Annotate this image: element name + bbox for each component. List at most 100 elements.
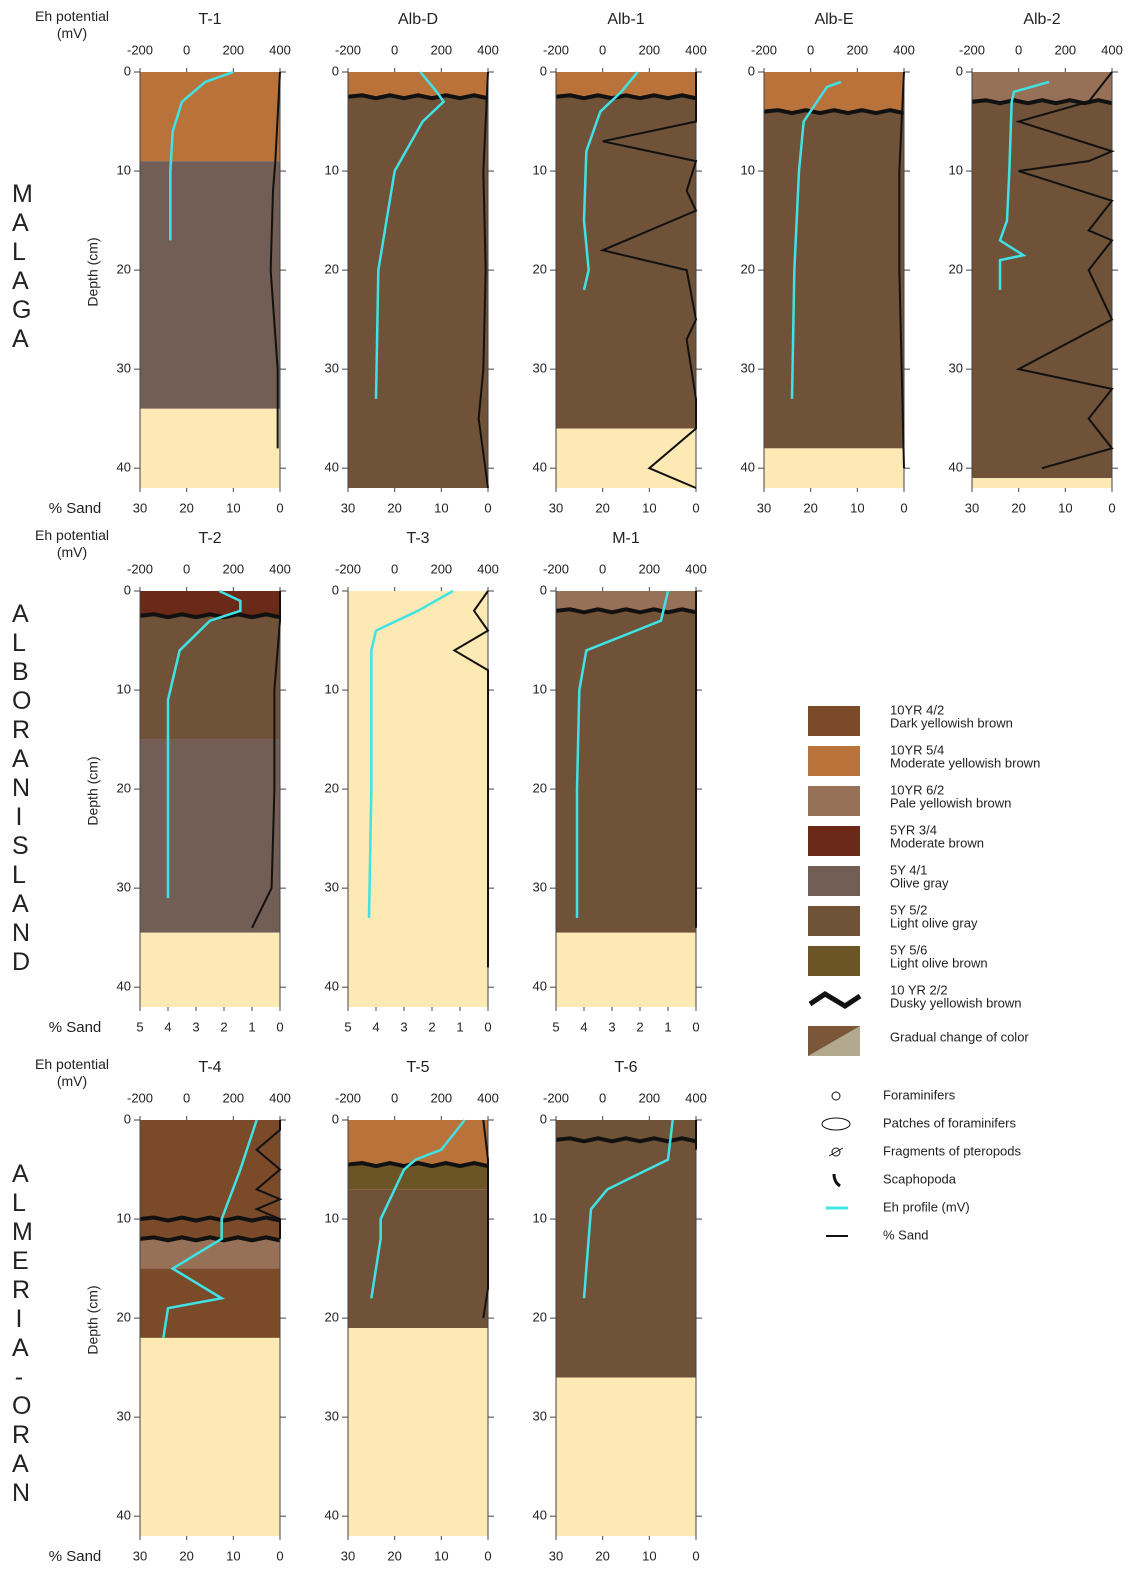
symbol-label: Scaphopoda [883, 1171, 957, 1186]
symbol-icons [822, 1092, 850, 1186]
depth-tick-label: 30 [325, 361, 339, 376]
legend-label: Olive gray [890, 875, 949, 890]
depth-tick-label: 30 [117, 1409, 131, 1424]
sand-tick-label: 5 [552, 1019, 559, 1034]
sand-tick-label: 1 [456, 1019, 463, 1034]
sand-tick-label: 30 [133, 1548, 147, 1563]
depth-tick-label: 30 [533, 361, 547, 376]
layer [556, 1378, 696, 1536]
layer [140, 161, 280, 409]
sand-tick-label: 30 [757, 500, 771, 515]
eh-tick-label: -200 [335, 42, 361, 57]
sand-tick-label: 30 [965, 500, 979, 515]
sand-axis-title: % Sand [49, 1548, 102, 1565]
depth-tick-label: 10 [741, 162, 755, 177]
icon [832, 1092, 840, 1100]
sand-tick-label: 2 [636, 1019, 643, 1034]
layer [140, 409, 280, 488]
legend-swatch [808, 946, 860, 976]
sand-tick-label: 10 [642, 1548, 656, 1563]
layer [764, 112, 904, 449]
layer [140, 1269, 280, 1338]
eh-tick-label: 400 [685, 1090, 707, 1105]
depth-tick-label: 20 [533, 1310, 547, 1325]
sand-tick-label: 3 [192, 1019, 199, 1034]
core-name: Alb-1 [607, 11, 644, 28]
sand-tick-label: 10 [434, 500, 448, 515]
legend-swatch [808, 786, 860, 816]
eh-tick-label: 200 [638, 561, 660, 576]
chart: % SandDepth (cm)T-1010203040-20002004003… [0, 0, 1145, 1594]
legend-label: Dark yellowish brown [890, 715, 1013, 730]
figure: % SandDepth (cm)T-1010203040-20002004003… [0, 0, 1145, 1594]
sand-tick-label: 20 [387, 1548, 401, 1563]
legend-label: Gradual change of color [890, 1029, 1029, 1044]
legend-label: Moderate yellowish brown [890, 755, 1040, 770]
eh-tick-label: -200 [335, 561, 361, 576]
core-name: M-1 [612, 530, 640, 547]
layer [348, 72, 488, 97]
depth-tick-label: 20 [949, 262, 963, 277]
eh-tick-label: -200 [751, 42, 777, 57]
icon [829, 1148, 843, 1156]
eh-tick-label: 200 [222, 561, 244, 576]
depth-tick-label: 40 [117, 1508, 131, 1523]
sand-tick-label: 5 [344, 1019, 351, 1034]
sand-tick-label: 10 [226, 1548, 240, 1563]
sand-tick-label: 0 [484, 500, 491, 515]
depth-tick-label: 40 [325, 979, 339, 994]
layer [556, 1120, 696, 1378]
depth-tick-label: 20 [325, 781, 339, 796]
layer [348, 1328, 488, 1536]
eh-tick-label: 0 [599, 561, 606, 576]
sand-tick-label: 30 [341, 1548, 355, 1563]
depth-tick-label: 20 [741, 262, 755, 277]
sand-tick-label: 4 [372, 1019, 379, 1034]
eh-axis-title: Eh potential (mV) [27, 527, 117, 561]
legend-label: Pale yellowish brown [890, 795, 1011, 810]
depth-tick-label: 30 [533, 880, 547, 895]
symbol-label: % Sand [883, 1227, 929, 1242]
depth-tick-label: 20 [117, 781, 131, 796]
depth-tick-label: 0 [540, 1111, 547, 1126]
depth-tick-label: 0 [332, 1111, 339, 1126]
depth-tick-label: 40 [741, 460, 755, 475]
layer [140, 740, 280, 933]
legend-label: Light olive brown [890, 955, 988, 970]
sand-tick-label: 1 [248, 1019, 255, 1034]
eh-axis-title: Eh potential (mV) [27, 1056, 117, 1090]
depth-tick-label: 40 [117, 460, 131, 475]
core-name: T-6 [614, 1059, 637, 1076]
core-name: Alb-2 [1023, 11, 1060, 28]
layer [764, 72, 904, 112]
sand-tick-label: 20 [179, 1548, 193, 1563]
depth-tick-label: 0 [332, 582, 339, 597]
eh-tick-label: 200 [1054, 42, 1076, 57]
layer [556, 933, 696, 1007]
legend-swatch [808, 746, 860, 776]
depth-axis-title: Depth (cm) [85, 1285, 101, 1354]
sand-tick-label: 0 [276, 1548, 283, 1563]
sand-tick-label: 30 [133, 500, 147, 515]
eh-tick-label: 0 [391, 561, 398, 576]
depth-tick-label: 20 [325, 262, 339, 277]
legend-label: Moderate brown [890, 835, 984, 850]
eh-tick-label: 400 [685, 561, 707, 576]
depth-tick-label: 30 [741, 361, 755, 376]
eh-tick-label: -200 [959, 42, 985, 57]
core-name: T-5 [406, 1059, 429, 1076]
depth-tick-label: 20 [325, 1310, 339, 1325]
sand-axis-title: % Sand [49, 500, 102, 517]
depth-tick-label: 20 [117, 262, 131, 277]
eh-tick-label: 200 [846, 42, 868, 57]
layer [972, 478, 1112, 488]
depth-tick-label: 40 [117, 979, 131, 994]
sand-tick-label: 10 [642, 500, 656, 515]
depth-tick-label: 10 [533, 681, 547, 696]
eh-tick-label: 0 [599, 1090, 606, 1105]
sand-tick-label: 10 [1058, 500, 1072, 515]
sand-tick-label: 20 [1011, 500, 1025, 515]
sand-tick-label: 10 [850, 500, 864, 515]
eh-tick-label: 400 [1101, 42, 1123, 57]
layer [764, 448, 904, 488]
